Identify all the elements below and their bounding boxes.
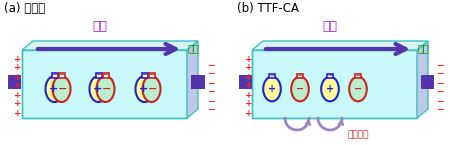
Polygon shape: [51, 72, 58, 77]
Text: −: −: [207, 87, 215, 97]
Text: +: +: [14, 64, 22, 72]
Text: +: +: [245, 72, 253, 81]
Text: −: −: [207, 78, 215, 87]
Ellipse shape: [321, 77, 339, 101]
Text: −: −: [207, 60, 215, 69]
Text: −: −: [298, 73, 302, 78]
Text: −: −: [148, 84, 157, 94]
Text: +: +: [14, 90, 22, 99]
Ellipse shape: [291, 77, 309, 101]
Polygon shape: [252, 41, 428, 50]
Text: +: +: [14, 72, 22, 81]
Text: +: +: [245, 81, 253, 90]
Text: 変位: 変位: [418, 43, 430, 53]
Text: −: −: [148, 72, 154, 78]
Bar: [239, 75, 252, 89]
Polygon shape: [252, 50, 417, 118]
Text: −: −: [296, 84, 304, 94]
Ellipse shape: [349, 77, 367, 101]
Text: −: −: [142, 72, 148, 78]
Polygon shape: [141, 72, 148, 77]
Polygon shape: [327, 74, 333, 78]
Polygon shape: [187, 41, 198, 118]
Text: −: −: [207, 69, 215, 78]
Ellipse shape: [45, 76, 63, 102]
Text: −: −: [356, 73, 360, 78]
Text: +: +: [245, 64, 253, 72]
Text: −: −: [436, 87, 444, 97]
Text: −: −: [52, 72, 58, 78]
Text: −: −: [436, 69, 444, 78]
Polygon shape: [103, 72, 108, 77]
Text: −: −: [58, 72, 64, 78]
Ellipse shape: [135, 76, 153, 102]
Text: +: +: [245, 55, 253, 64]
Text: +: +: [14, 99, 22, 108]
Text: +: +: [245, 99, 253, 108]
Text: −: −: [328, 73, 332, 78]
Text: +: +: [49, 84, 58, 94]
Text: −: −: [207, 106, 215, 115]
Ellipse shape: [263, 77, 281, 101]
Bar: [191, 75, 205, 89]
Ellipse shape: [53, 76, 71, 102]
Text: +: +: [139, 84, 148, 94]
Bar: [421, 75, 434, 89]
Text: +: +: [93, 84, 102, 94]
Text: +: +: [245, 90, 253, 99]
Text: (a) 従来型: (a) 従来型: [4, 2, 45, 15]
Polygon shape: [148, 72, 154, 77]
Text: −: −: [207, 97, 215, 106]
Text: (b) TTF-CA: (b) TTF-CA: [237, 2, 299, 15]
Text: +: +: [245, 108, 253, 117]
Text: 電場: 電場: [93, 20, 108, 33]
Polygon shape: [22, 41, 198, 50]
Text: +: +: [268, 84, 276, 94]
Text: +: +: [14, 108, 22, 117]
Polygon shape: [270, 74, 274, 78]
Text: 変位: 変位: [188, 43, 200, 53]
Text: 電子移動: 電子移動: [347, 130, 369, 139]
Text: −: −: [436, 97, 444, 106]
Polygon shape: [417, 41, 428, 118]
Polygon shape: [95, 72, 102, 77]
Polygon shape: [356, 74, 360, 78]
Ellipse shape: [90, 76, 108, 102]
Text: −: −: [354, 84, 362, 94]
Text: −: −: [102, 84, 111, 94]
Text: +: +: [14, 81, 22, 90]
Text: 電場: 電場: [323, 20, 338, 33]
Polygon shape: [58, 72, 64, 77]
Text: +: +: [14, 55, 22, 64]
Ellipse shape: [143, 76, 161, 102]
Text: −: −: [95, 72, 101, 78]
Text: −: −: [436, 60, 444, 69]
Polygon shape: [297, 74, 303, 78]
Text: −: −: [270, 73, 274, 78]
Bar: [8, 75, 21, 89]
Polygon shape: [22, 50, 187, 118]
Text: −: −: [436, 78, 444, 87]
Text: −: −: [103, 72, 108, 78]
Text: −: −: [58, 84, 67, 94]
Text: −: −: [436, 106, 444, 115]
Text: +: +: [326, 84, 334, 94]
Ellipse shape: [96, 76, 114, 102]
